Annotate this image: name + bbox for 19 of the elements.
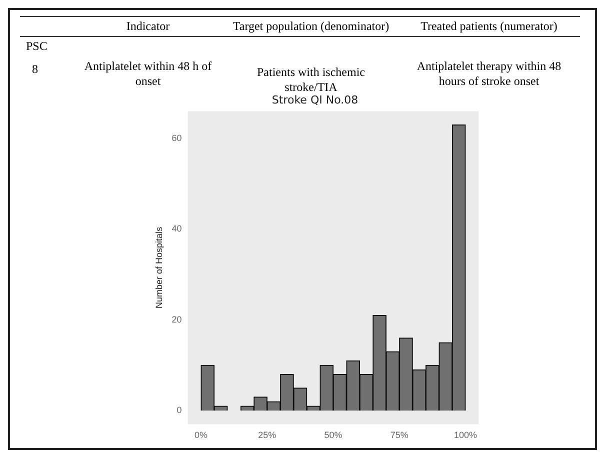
x-tick-label: 0% bbox=[194, 430, 208, 440]
text: PSC bbox=[26, 39, 48, 54]
x-tick-label: 75% bbox=[390, 430, 408, 440]
text: Antiplatelet therapy within 48 hours of stroke onset bbox=[416, 58, 562, 90]
y-tick-label: 0 bbox=[176, 405, 182, 416]
y-tick-label: 40 bbox=[172, 224, 182, 234]
y-tick-label: 20 bbox=[172, 314, 182, 324]
text: Indicator bbox=[125, 18, 171, 35]
text: Antiplatelet within 48 h of onset bbox=[83, 58, 213, 90]
x-tick-label: 100% bbox=[454, 430, 478, 440]
chart-title: Stroke QI No.08 bbox=[272, 93, 358, 106]
text: Target population (denominator) bbox=[232, 18, 390, 35]
text: 8 bbox=[31, 62, 39, 77]
text: Treated patients (numerator) bbox=[420, 18, 558, 35]
y-tick-label: 60 bbox=[172, 132, 182, 143]
x-tick-label: 25% bbox=[258, 430, 276, 440]
x-tick-label: 50% bbox=[324, 430, 342, 440]
text: Patients with ischemic stroke/TIA bbox=[256, 64, 366, 95]
y-axis-title: Number of Hospitals bbox=[154, 226, 164, 308]
